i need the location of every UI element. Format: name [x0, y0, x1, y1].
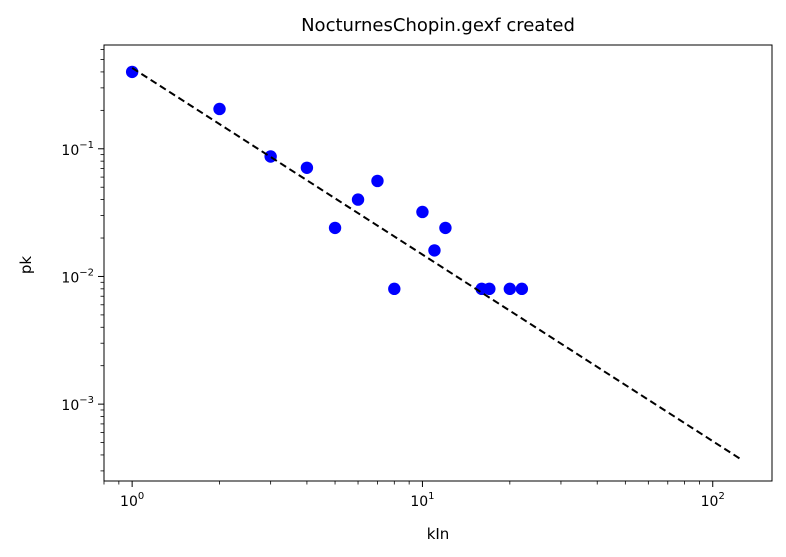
x-tick-label: 102	[701, 491, 725, 510]
data-point	[439, 221, 452, 235]
x-axis-label: kIn	[427, 525, 450, 543]
y-tick-label: 10−1	[61, 140, 94, 159]
data-point	[428, 244, 441, 257]
data-point	[213, 102, 226, 116]
plot-area: 100 101 102 10−3 10−2 10−1	[61, 49, 742, 510]
data-point	[300, 161, 314, 174]
data-point	[416, 205, 429, 219]
plot-frame	[103, 44, 773, 482]
data-point	[483, 282, 496, 296]
data-point	[351, 193, 365, 206]
x-tick-label: 100	[120, 491, 144, 510]
chart-title: NocturnesChopin.gexf created	[301, 15, 575, 36]
data-point	[515, 282, 529, 296]
data-point	[371, 174, 384, 188]
data-point	[125, 65, 139, 79]
data-point	[328, 221, 342, 235]
y-tick-label: 10−3	[61, 395, 94, 414]
data-point	[503, 282, 517, 296]
x-tick-label: 101	[410, 491, 434, 510]
y-tick-label: 10−2	[61, 267, 94, 286]
y-axis-label: pk	[17, 256, 35, 275]
data-point	[388, 282, 401, 296]
